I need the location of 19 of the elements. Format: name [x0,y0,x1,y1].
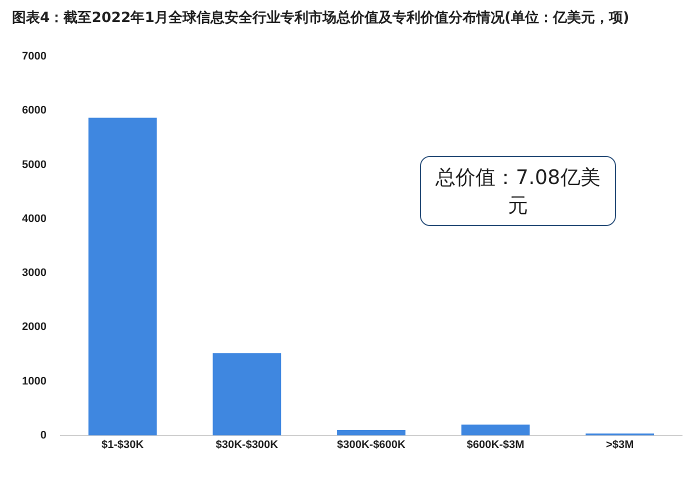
y-tick-label: 6000 [22,104,46,117]
y-tick-label: 2000 [22,321,46,334]
y-tick-label: 7000 [22,50,46,63]
chart-title: 图表4：截至2022年1月全球信息安全行业专利市场总价值及专利价值分布情况(单位：亿美元，项) [11,8,630,28]
y-tick-label: 4000 [22,212,46,225]
y-tick-label: 1000 [22,375,46,388]
bar [88,118,157,436]
x-tick-label: $1-$30K [102,439,144,452]
x-tick-label: $600K-$3M [466,439,524,452]
x-tick-label: $300K-$600K [336,439,406,452]
bar [461,424,530,436]
annotation: 总价值：7.08亿美元 [420,156,616,226]
x-tick-label: $30K-$300K [216,439,278,452]
x-tick-label: >$3M [606,439,634,452]
y-tick-label: 0 [40,429,46,442]
y-tick-label: 5000 [22,158,46,171]
bar [212,353,282,436]
y-tick-label: 3000 [22,267,46,280]
bar [337,430,406,436]
